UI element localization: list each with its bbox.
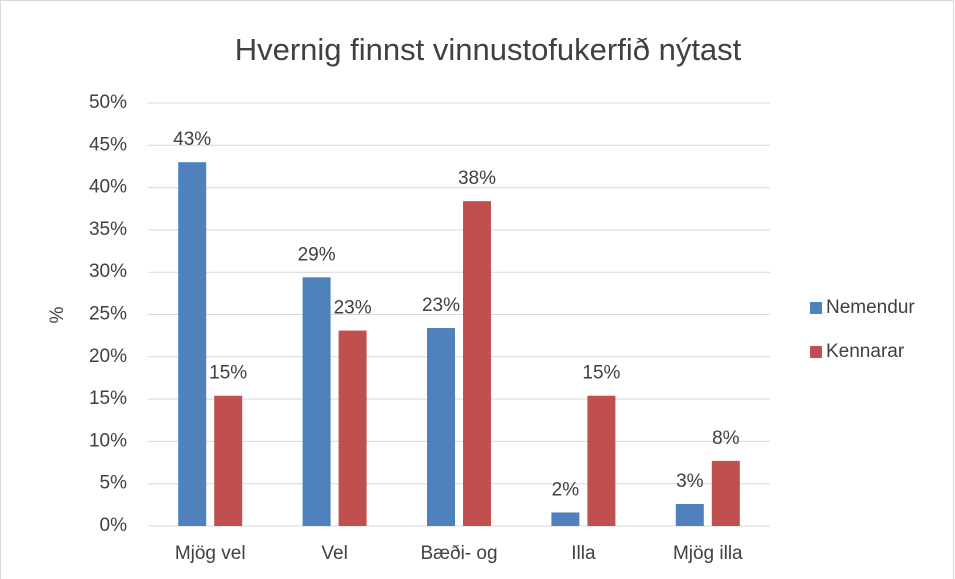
x-tick-label: Mjög vel <box>175 543 246 564</box>
y-tick-label: 30% <box>89 261 127 282</box>
value-label: 2% <box>552 479 580 500</box>
x-tick-label: Vel <box>321 543 347 564</box>
y-tick-label: 10% <box>89 430 127 451</box>
value-label: 38% <box>458 168 496 189</box>
y-tick-label: 5% <box>100 473 128 494</box>
x-tick-label: Bæði- og <box>420 543 497 564</box>
legend-label: Nemendur <box>826 297 915 318</box>
y-tick-label: 50% <box>89 92 127 113</box>
y-tick-label: 25% <box>89 304 127 325</box>
value-label: 8% <box>712 428 740 449</box>
legend-swatch <box>810 302 822 314</box>
bar <box>551 512 580 526</box>
x-tick-label: Mjög illa <box>673 543 743 564</box>
bar <box>427 328 455 526</box>
y-tick-label: 15% <box>89 388 127 409</box>
x-tick-label: Illa <box>571 543 596 564</box>
bar <box>302 277 331 526</box>
y-tick-label: 40% <box>89 177 127 198</box>
legend-swatch <box>810 346 822 358</box>
y-tick-label: 0% <box>100 515 128 536</box>
y-tick-label: 45% <box>89 134 127 155</box>
value-label: 15% <box>582 363 620 384</box>
y-tick-label: 20% <box>89 346 127 367</box>
bar <box>338 330 367 526</box>
chart-title: Hvernig finnst vinnustofukerfið nýtast <box>235 32 742 67</box>
bar <box>214 395 243 526</box>
bar <box>178 162 207 526</box>
value-label: 29% <box>298 244 336 265</box>
value-label: 3% <box>676 471 704 492</box>
legend-label: Kennarar <box>826 341 905 362</box>
bar <box>675 504 704 526</box>
value-label: 15% <box>209 363 247 384</box>
y-axis-label: % <box>47 306 68 323</box>
value-label: 23% <box>422 295 460 316</box>
bar <box>463 201 491 527</box>
value-label: 43% <box>173 129 211 150</box>
value-label: 23% <box>334 298 372 319</box>
bar <box>587 395 616 526</box>
y-tick-label: 35% <box>89 219 127 240</box>
bar <box>711 460 740 526</box>
